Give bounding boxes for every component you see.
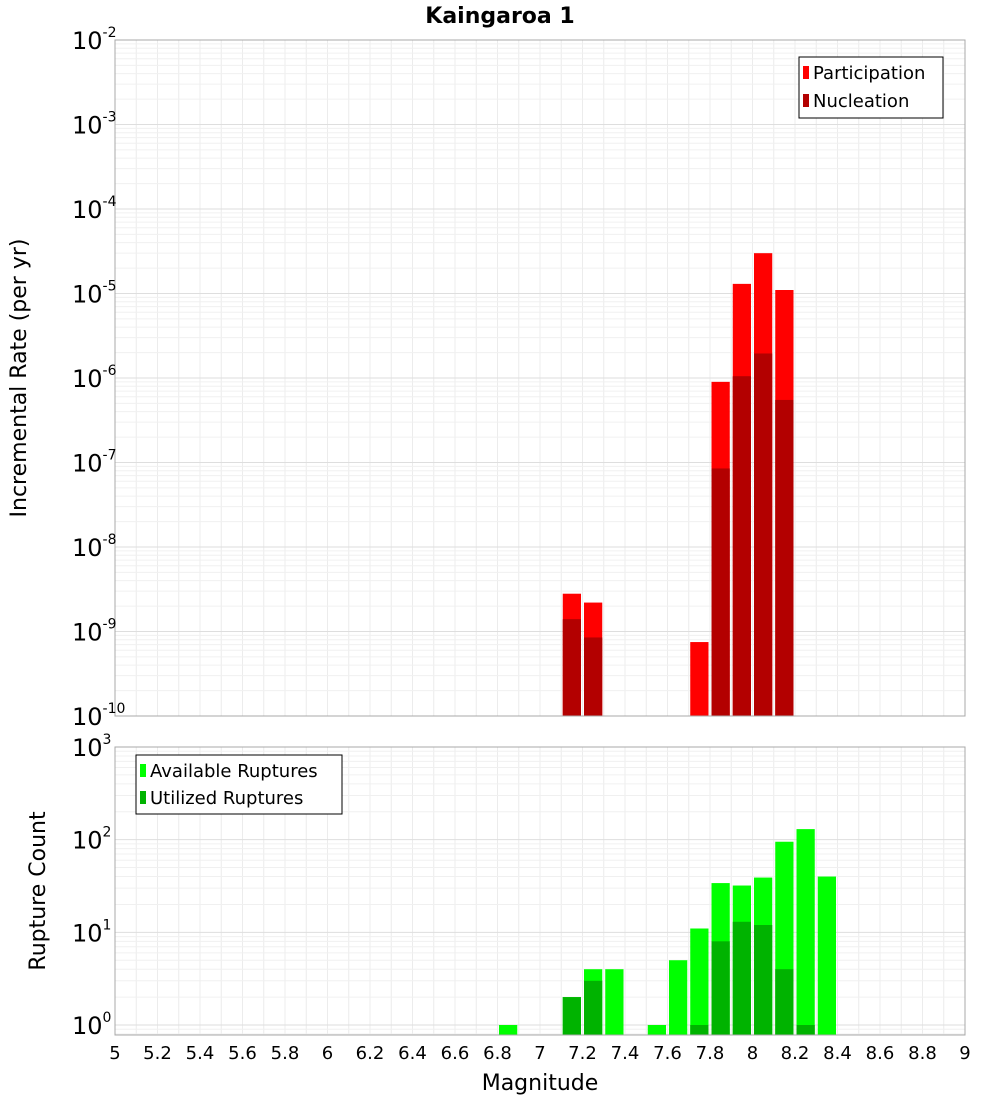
count-y-tick-label: 100 — [72, 1010, 111, 1040]
utilized-ruptures-bar — [562, 997, 581, 1035]
chart-title: Kaingaroa 1 — [425, 4, 574, 29]
utilized-legend-label: Utilized Ruptures — [150, 788, 303, 809]
available-ruptures-bar — [817, 876, 836, 1035]
available-legend-label: Available Ruptures — [150, 761, 318, 782]
available-ruptures-bar — [499, 1025, 518, 1035]
rate-plot-border — [114, 39, 966, 717]
rate-bars — [562, 253, 794, 716]
x-tick-label: 5.2 — [143, 1043, 172, 1064]
rate-y-tick-label: 10-8 — [72, 532, 117, 562]
rate-legend: Participation Nucleation — [798, 56, 944, 119]
x-tick-label: 5.8 — [271, 1043, 300, 1064]
nucleation-bar — [775, 399, 794, 716]
participation-legend-label: Participation — [813, 63, 925, 84]
utilized-ruptures-bar — [775, 969, 794, 1035]
count-y-ticks: 100 101 102 103 — [72, 732, 111, 1040]
x-tick-label: 9 — [959, 1043, 970, 1064]
utilized-ruptures-bar — [711, 941, 730, 1035]
nucleation-bar — [562, 619, 581, 716]
utilized-ruptures-bar — [690, 1025, 709, 1035]
x-tick-label: 7.4 — [611, 1043, 640, 1064]
x-tick-labels: 5 5.2 5.4 5.6 5.8 6 6.2 6.4 6.6 6.8 7 7.2 7.4 7.6 7.8 8… — [109, 1043, 970, 1064]
participation-bar — [690, 642, 709, 716]
x-tick-label: 7.8 — [696, 1043, 725, 1064]
utilized-ruptures-bar — [796, 1025, 815, 1035]
rate-y-tick-label: 10-10 — [72, 701, 125, 731]
x-tick-label: 6.2 — [356, 1043, 385, 1064]
x-tick-label: 8 — [747, 1043, 758, 1064]
nucleation-bar — [711, 468, 730, 716]
x-tick-label: 8.6 — [866, 1043, 895, 1064]
rate-y-tick-label: 10-2 — [72, 25, 117, 55]
x-tick-label: 8.8 — [908, 1043, 937, 1064]
available-ruptures-bar — [669, 960, 688, 1035]
count-legend: Available Ruptures Utilized Ruptures — [135, 754, 343, 815]
nucleation-bar — [732, 376, 751, 716]
rate-y-tick-label: 10-3 — [72, 110, 117, 140]
nucleation-legend-swatch — [803, 94, 809, 107]
available-ruptures-bar — [647, 1025, 666, 1035]
count-y-axis-label: Rupture Count — [26, 811, 51, 971]
nucleation-legend-label: Nucleation — [813, 91, 909, 112]
x-tick-label: 8.2 — [781, 1043, 810, 1064]
x-tick-label: 6.4 — [398, 1043, 427, 1064]
count-y-tick-label: 103 — [72, 732, 111, 762]
x-tick-label: 5 — [109, 1043, 120, 1064]
rate-y-tick-label: 10-9 — [72, 617, 117, 647]
x-tick-label: 7.2 — [568, 1043, 597, 1064]
count-y-tick-label: 102 — [72, 825, 111, 855]
rate-y-ticks: 10-10 10-9 10-8 10-7 10-6 10-5 10-4 10-3 10-2 — [72, 25, 125, 731]
count-legend-box — [135, 754, 343, 815]
x-axis-label: Magnitude — [482, 1071, 599, 1096]
x-tick-label: 6 — [322, 1043, 333, 1064]
available-ruptures-bar — [605, 969, 624, 1035]
x-tick-label: 6.8 — [483, 1043, 512, 1064]
count-plot-border — [114, 746, 966, 1036]
available-ruptures-bar — [690, 928, 709, 1035]
participation-legend-swatch — [803, 66, 809, 79]
x-tick-label: 6.6 — [441, 1043, 470, 1064]
x-tick-label: 5.4 — [186, 1043, 215, 1064]
nucleation-bar — [754, 353, 773, 716]
available-legend-swatch — [140, 764, 146, 777]
x-tick-label: 7.6 — [653, 1043, 682, 1064]
utilized-ruptures-bar — [584, 980, 603, 1035]
utilized-ruptures-bar — [732, 921, 751, 1035]
available-ruptures-bar — [796, 829, 815, 1035]
rate-panel: 10-10 10-9 10-8 10-7 10-6 10-5 10-4 10-3 10-2 In… — [7, 25, 966, 731]
rate-y-tick-label: 10-5 — [72, 279, 117, 309]
rate-grid — [114, 39, 966, 717]
rate-y-tick-label: 10-6 — [72, 363, 117, 393]
rate-legend-box — [798, 56, 944, 119]
count-y-tick-label: 101 — [72, 917, 111, 947]
x-tick-label: 8.4 — [823, 1043, 852, 1064]
x-tick-label: 7 — [534, 1043, 545, 1064]
nucleation-bar — [584, 637, 603, 716]
rate-y-tick-label: 10-4 — [72, 194, 117, 224]
count-panel: 100 101 102 103 Rupture Count Available Rup… — [26, 732, 966, 1040]
rate-y-tick-label: 10-7 — [72, 448, 117, 478]
utilized-ruptures-bar — [754, 924, 773, 1035]
x-tick-label: 5.6 — [228, 1043, 257, 1064]
count-bars — [499, 829, 836, 1035]
rate-y-axis-label: Incremental Rate (per yr) — [7, 239, 32, 518]
utilized-legend-swatch — [140, 791, 146, 804]
